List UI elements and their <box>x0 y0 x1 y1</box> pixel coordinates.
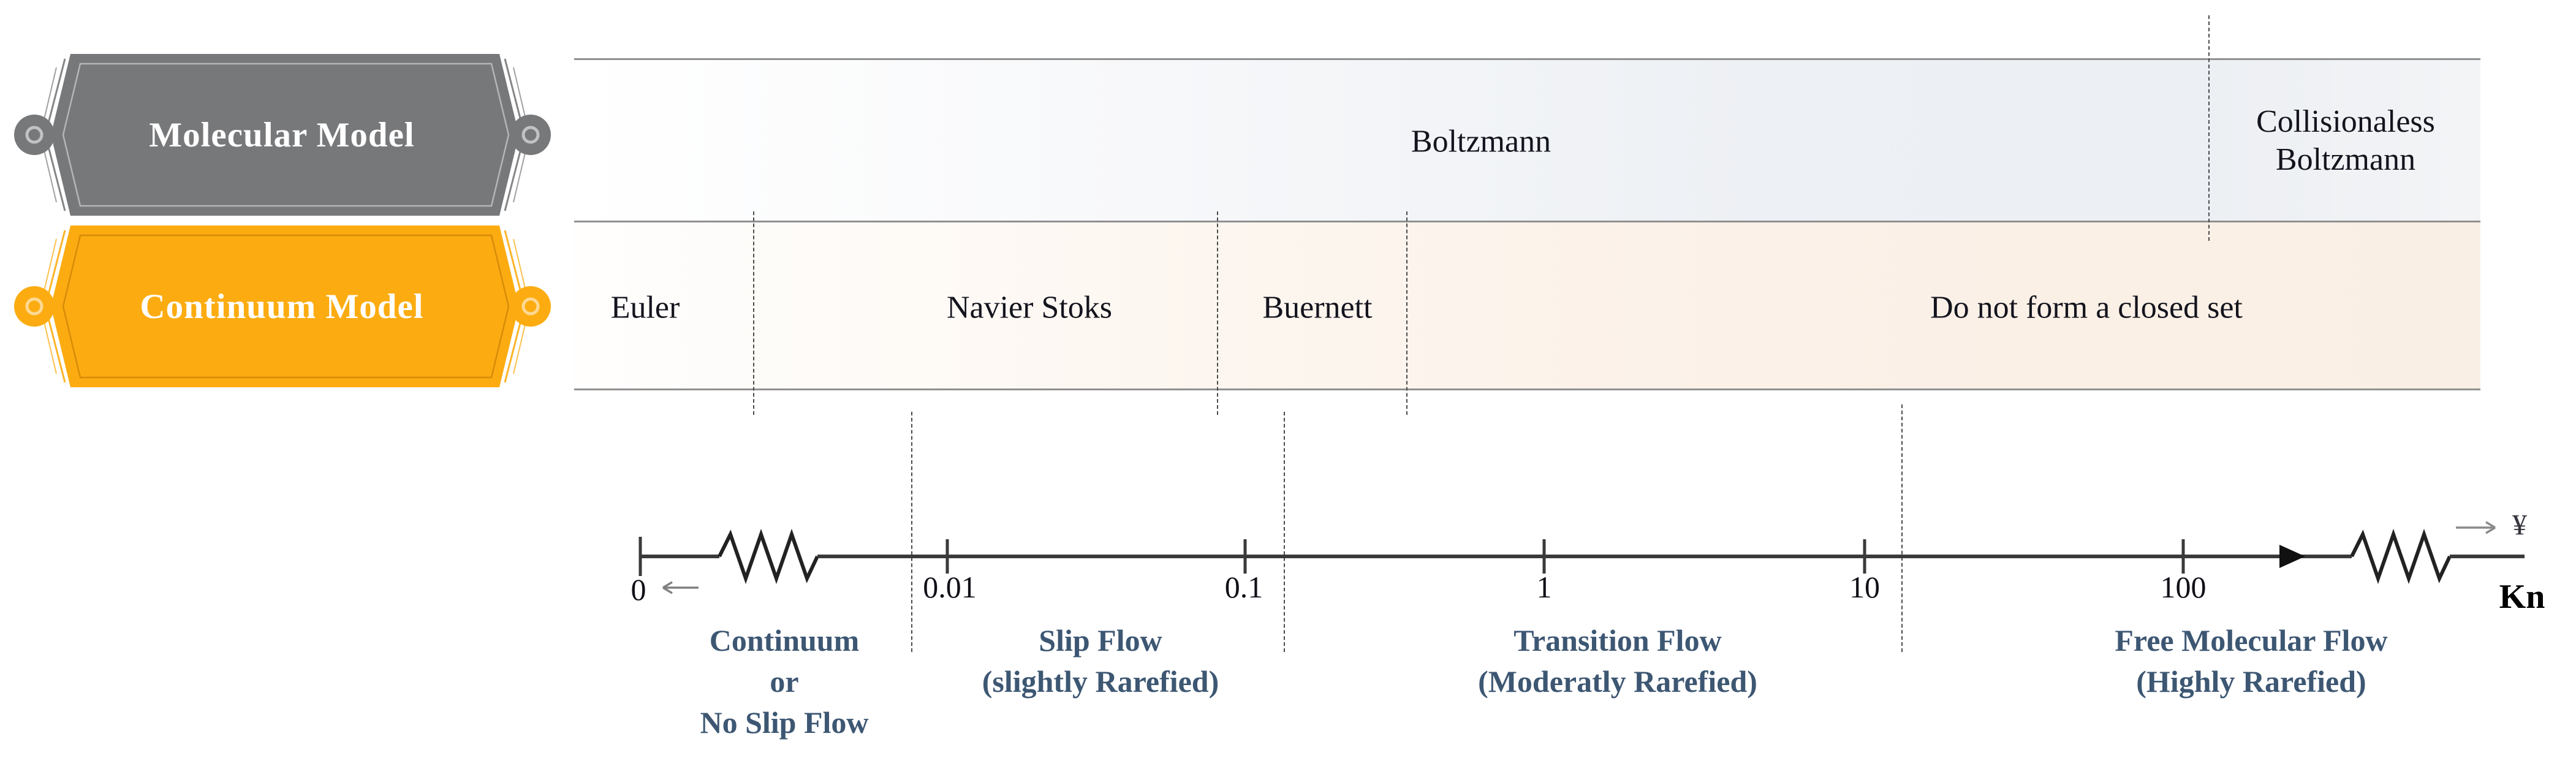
region-freemol-line2: (Highly Rarefied) <box>2136 664 2366 699</box>
region-label-transition-flow: Transition Flow (Moderatly Rarefied) <box>1478 620 1757 702</box>
region-slip-line1: Slip Flow <box>1039 623 1162 658</box>
separator-burnett-closedset <box>1406 211 1407 415</box>
infinity-symbol: ¥ <box>2512 509 2527 542</box>
banner-end-cap-right-icon <box>510 286 551 327</box>
axis-break-resistor-right-icon <box>2350 528 2452 585</box>
banner-end-cap-left-icon <box>14 286 55 327</box>
collisionless-boltzmann-cell-label: Collisionaless Boltzmann <box>2256 103 2435 179</box>
region-continuum-line1: Continuum <box>709 623 860 658</box>
region-freemol-line1: Free Molecular Flow <box>2115 623 2388 658</box>
kn-axis-label: Kn <box>2499 578 2545 616</box>
tick-label-0p01: 0.01 <box>923 570 977 604</box>
region-transition-line2: (Moderatly Rarefied) <box>1478 664 1757 699</box>
molecular-banner-shape-icon <box>14 54 551 216</box>
tick-label-100: 100 <box>2160 570 2207 604</box>
tick-label-10: 10 <box>1849 570 1880 604</box>
burnett-cell-label: Buernett <box>1262 290 1373 325</box>
separator-euler-navier <box>753 211 754 415</box>
continuum-model-banner: Continuum Model <box>12 223 551 390</box>
continuum-banner-shape-icon <box>14 226 551 387</box>
separator-navier-burnett <box>1217 211 1218 415</box>
euler-cell-label: Euler <box>610 290 680 325</box>
tick-label-0: 0 <box>631 572 646 607</box>
axis-break-resistor-left-icon <box>718 528 819 585</box>
continuum-model-band <box>574 222 2480 390</box>
collisionless-line1: Collisionaless <box>2256 104 2435 139</box>
closed-set-cell-label: Do not form a closed set <box>1930 290 2243 325</box>
continuum-model-banner-label: Continuum Model <box>140 287 424 326</box>
molecular-model-band <box>574 58 2480 222</box>
banner-end-cap-right-icon <box>510 115 551 155</box>
tick-label-1: 1 <box>1536 570 1552 604</box>
molecular-model-banner-label: Molecular Model <box>149 115 415 154</box>
right-arrow-icon <box>2456 521 2496 534</box>
left-arrow-icon <box>662 581 699 594</box>
separator-kn-10 <box>1901 404 1903 652</box>
banner-end-cap-left-icon <box>14 115 55 155</box>
region-continuum-line2: or <box>770 664 799 699</box>
molecular-model-banner: Molecular Model <box>12 51 551 218</box>
axis-arrowhead-icon <box>2279 545 2305 568</box>
separator-boltzmann-collisionless <box>2208 15 2210 241</box>
tick-label-0p1: 0.1 <box>1224 570 1263 604</box>
separator-kn-0p1 <box>1284 412 1285 652</box>
region-label-free-molecular-flow: Free Molecular Flow (Highly Rarefied) <box>2115 620 2387 702</box>
region-continuum-line3: No Slip Flow <box>700 705 869 740</box>
region-label-slip-flow: Slip Flow (slightly Rarefied) <box>982 620 1219 702</box>
region-transition-line1: Transition Flow <box>1513 623 1722 658</box>
separator-kn-0p01 <box>911 412 912 652</box>
boltzmann-cell-label: Boltzmann <box>1411 124 1551 159</box>
navier-stokes-cell-label: Navier Stoks <box>946 290 1113 325</box>
region-label-continuum: Continuum or No Slip Flow <box>700 620 868 743</box>
collisionless-line2: Boltzmann <box>2275 142 2416 177</box>
region-slip-line2: (slightly Rarefied) <box>982 664 1219 699</box>
